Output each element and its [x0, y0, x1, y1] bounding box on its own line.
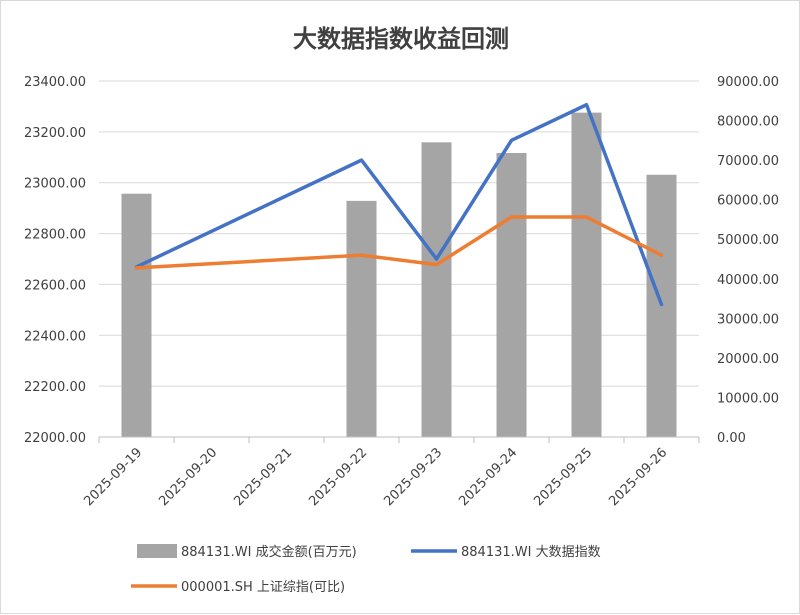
line-point	[660, 253, 663, 257]
series-line	[134, 102, 664, 307]
left-tick-label: 23400.00	[24, 75, 86, 90]
right-tick-label: 50000.00	[717, 233, 779, 248]
left-tick-label: 23200.00	[24, 126, 86, 141]
bar	[346, 200, 377, 437]
line-point	[435, 257, 438, 261]
line-point	[510, 215, 513, 219]
left-tick-label: 22800.00	[24, 228, 86, 243]
line-point	[360, 158, 363, 162]
left-tick-label: 22000.00	[24, 431, 86, 446]
right-tick-label: 20000.00	[717, 352, 779, 367]
line-point	[585, 215, 588, 219]
bar-series	[121, 112, 677, 438]
legend-swatch-bar	[137, 544, 177, 558]
right-tick-label: 30000.00	[717, 312, 779, 327]
right-tick-label: 40000.00	[717, 273, 779, 288]
left-tick-label: 22600.00	[24, 278, 86, 293]
left-tick-label: 22400.00	[24, 329, 86, 344]
legend-label: 000001.SH 上证综指(可比)	[181, 580, 345, 595]
bar	[121, 193, 152, 437]
right-tick-label: 70000.00	[717, 154, 779, 169]
bar	[421, 142, 452, 438]
left-tick-label: 22200.00	[24, 380, 86, 395]
x-axis-ticks: 2025-09-19 2025-09-20 2025-09-21 2025-09-22…	[81, 445, 670, 509]
line-point	[435, 263, 438, 267]
line-point	[360, 253, 363, 257]
x-tick-label: 2025-09-24	[456, 445, 520, 509]
x-tick-label: 2025-09-19	[81, 445, 145, 509]
x-tick-label: 2025-09-23	[381, 445, 445, 509]
bar	[571, 112, 602, 438]
left-tick-label: 23000.00	[24, 177, 86, 192]
line-point	[135, 266, 138, 270]
legend-label: 884131.WI 大数据指数	[461, 545, 601, 560]
line-point	[660, 302, 663, 306]
chart-title: 大数据指数收益回测	[293, 25, 509, 53]
x-tick-label: 2025-09-22	[306, 445, 370, 509]
line-point	[585, 103, 588, 107]
series-line	[134, 215, 664, 270]
right-tick-label: 10000.00	[717, 391, 779, 406]
legend-label: 884131.WI 成交金额(百万元)	[181, 544, 357, 560]
gridlines	[99, 80, 699, 438]
right-axis-ticks: 0.00 10000.00 20000.00 30000.00 40000.00 5000…	[717, 75, 779, 446]
right-tick-label: 0.00	[717, 431, 746, 446]
legend: 884131.WI 成交金额(百万元) 884131.WI 大数据指数 000001…	[131, 544, 601, 595]
x-tick-label: 2025-09-21	[231, 445, 295, 509]
x-tick-label: 2025-09-20	[156, 445, 220, 509]
right-tick-label: 90000.00	[717, 75, 779, 90]
line-point	[510, 138, 513, 142]
right-tick-label: 60000.00	[717, 194, 779, 209]
bar	[496, 152, 527, 438]
line-series	[134, 102, 664, 307]
right-tick-label: 80000.00	[717, 115, 779, 130]
axes	[98, 436, 700, 443]
left-axis-ticks: 22000.00 22200.00 22400.00 22600.00 22800.00…	[24, 75, 86, 446]
x-tick-label: 2025-09-25	[531, 445, 595, 509]
x-tick-label: 2025-09-26	[606, 445, 670, 509]
